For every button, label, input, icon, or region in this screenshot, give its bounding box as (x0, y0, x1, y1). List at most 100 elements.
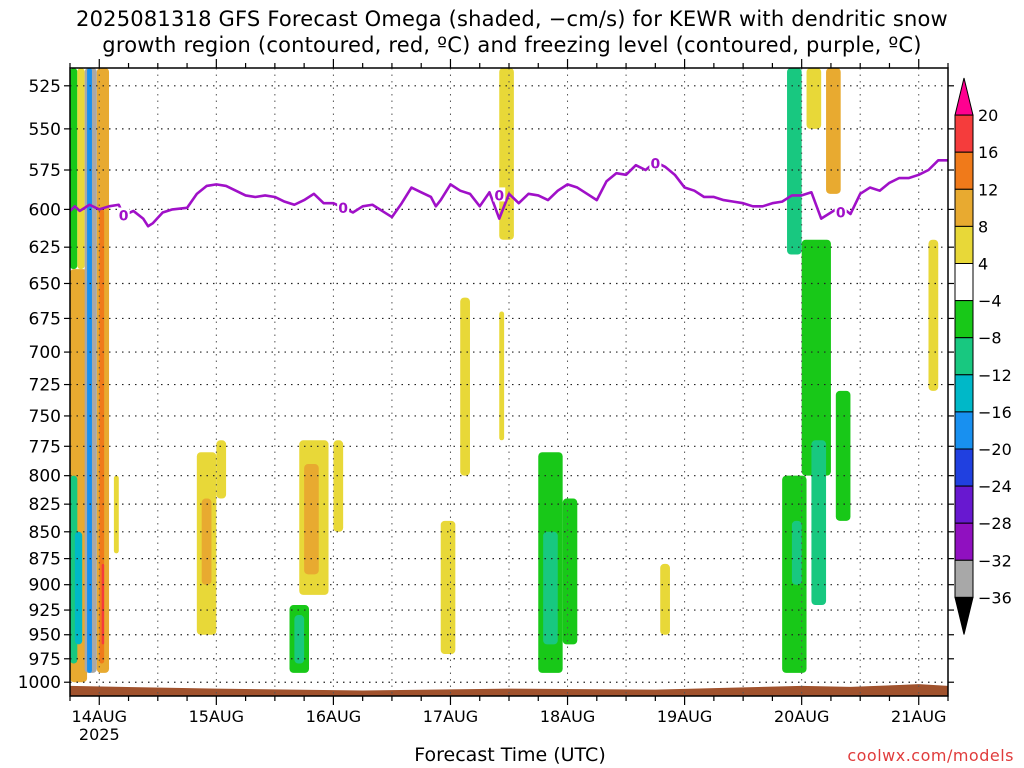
freezing-level-label: 0 (119, 209, 129, 225)
omega-region (99, 209, 105, 664)
x-tick-label: 18AUG (540, 707, 595, 726)
omega-region (801, 239, 831, 476)
y-tick-label: 800 (29, 467, 61, 487)
colorbar-label: 16 (978, 143, 998, 162)
omega-region (835, 390, 851, 521)
colorbar-label: 20 (978, 106, 998, 125)
colorbar: 20 16 12 8 4 −4 −8 −12 −16 −20 −24 −28 −32 −36 (954, 77, 1012, 635)
y-tick-label: 575 (29, 161, 61, 181)
colorbar-label: 4 (978, 255, 988, 274)
y-tick-label: 875 (29, 550, 61, 570)
omega-region (226, 352, 231, 404)
omega-region (791, 520, 802, 585)
omega-region (304, 464, 319, 575)
colorbar-label: −32 (978, 551, 1012, 570)
freezing-level-label: 0 (338, 201, 348, 217)
omega-region (343, 615, 349, 655)
omega-region (826, 68, 841, 194)
y-tick-label: 625 (29, 238, 61, 258)
y-tick-label: 550 (29, 120, 61, 140)
y-tick-label: 850 (29, 523, 61, 543)
freezing-label-bg (117, 207, 130, 222)
credit-text: coolwx.com/models (847, 746, 1014, 765)
y-tick-label: 825 (29, 495, 61, 515)
freezing-level-line (70, 158, 948, 228)
omega-region (440, 520, 456, 655)
y-tick-label: 900 (29, 576, 61, 596)
x-axis-label: Forecast Time (UTC) (414, 744, 606, 766)
colorbar-segment (954, 114, 974, 153)
y-axis: 525 550 575 600 625 650 675 700 725 750 775 800 825 8… (18, 77, 954, 693)
colorbar-segment (954, 485, 974, 524)
freezing-label-bg (337, 199, 350, 214)
freezing-level-label: 0 (494, 188, 504, 204)
y-tick-label: 600 (29, 200, 61, 220)
omega-region (113, 475, 119, 554)
omega-region (216, 440, 227, 499)
colorbar-label: −12 (978, 366, 1012, 385)
omega-region (74, 531, 83, 645)
y-tick-label: 650 (29, 274, 61, 294)
y-tick-label: 525 (29, 77, 61, 97)
colorbar-segment (954, 300, 974, 339)
freezing-label-bg (649, 155, 662, 170)
x-tick-label: 14AUG (72, 707, 127, 726)
x-tick-label: 21AUG (891, 707, 946, 726)
colorbar-label: −20 (978, 440, 1012, 459)
colorbar-label: −36 (978, 588, 1012, 607)
x-tick-label: 19AUG (657, 707, 712, 726)
colorbar-segment (954, 151, 974, 190)
omega-region (543, 531, 558, 645)
y-tick-label: 1000 (18, 673, 61, 693)
grid (70, 68, 948, 696)
y-tick-label: 675 (29, 309, 61, 329)
omega-region (333, 440, 344, 532)
omega-region (201, 498, 212, 585)
omega-region (928, 239, 939, 391)
colorbar-label: 8 (978, 217, 988, 236)
colorbar-segment (954, 522, 974, 561)
omega-region (733, 193, 739, 255)
colorbar-segment (954, 374, 974, 413)
freezing-level: 0 0 0 0 0 (70, 155, 948, 228)
y-tick-label: 700 (29, 343, 61, 363)
omega-region (752, 615, 763, 645)
x-tick-label: 16AUG (306, 707, 361, 726)
freezing-label-bg (834, 204, 847, 219)
terrain (70, 684, 948, 696)
colorbar-label: −4 (978, 292, 1002, 311)
omega-region (460, 297, 470, 476)
y-tick-label: 950 (29, 626, 61, 646)
omega-region (101, 563, 105, 645)
omega-region (157, 68, 168, 171)
colorbar-label: −24 (978, 477, 1012, 496)
terrain-area (70, 684, 948, 696)
colorbar-bottom-arrow (954, 596, 974, 635)
omega-shading (70, 68, 939, 683)
omega-region (87, 68, 92, 673)
omega-region (70, 68, 78, 270)
y-tick-label: 775 (29, 437, 61, 457)
omega-region (109, 644, 114, 669)
omega-region (562, 498, 578, 645)
x-tick-sublabel: 2025 (79, 725, 120, 744)
y-tick-label: 750 (29, 407, 61, 427)
omega-region (499, 311, 505, 441)
omega-region (294, 615, 305, 664)
colorbar-segment (954, 225, 974, 264)
omega-region (806, 68, 822, 129)
x-tick-label: 20AUG (774, 707, 829, 726)
freezing-level-label: 0 (836, 205, 846, 221)
colorbar-segment (954, 448, 974, 487)
x-tick-label: 15AUG (189, 707, 244, 726)
freezing-label-bg (493, 187, 506, 202)
colorbar-segment (954, 263, 974, 302)
colorbar-segment (954, 337, 974, 376)
colorbar-label: −16 (978, 403, 1012, 422)
colorbar-segment (954, 559, 974, 598)
y-tick-label: 925 (29, 601, 61, 621)
colorbar-segment (954, 411, 974, 450)
chart-title: 2025081318 GFS Forecast Omega (shaded, −… (0, 6, 1024, 58)
omega-region (811, 440, 827, 606)
